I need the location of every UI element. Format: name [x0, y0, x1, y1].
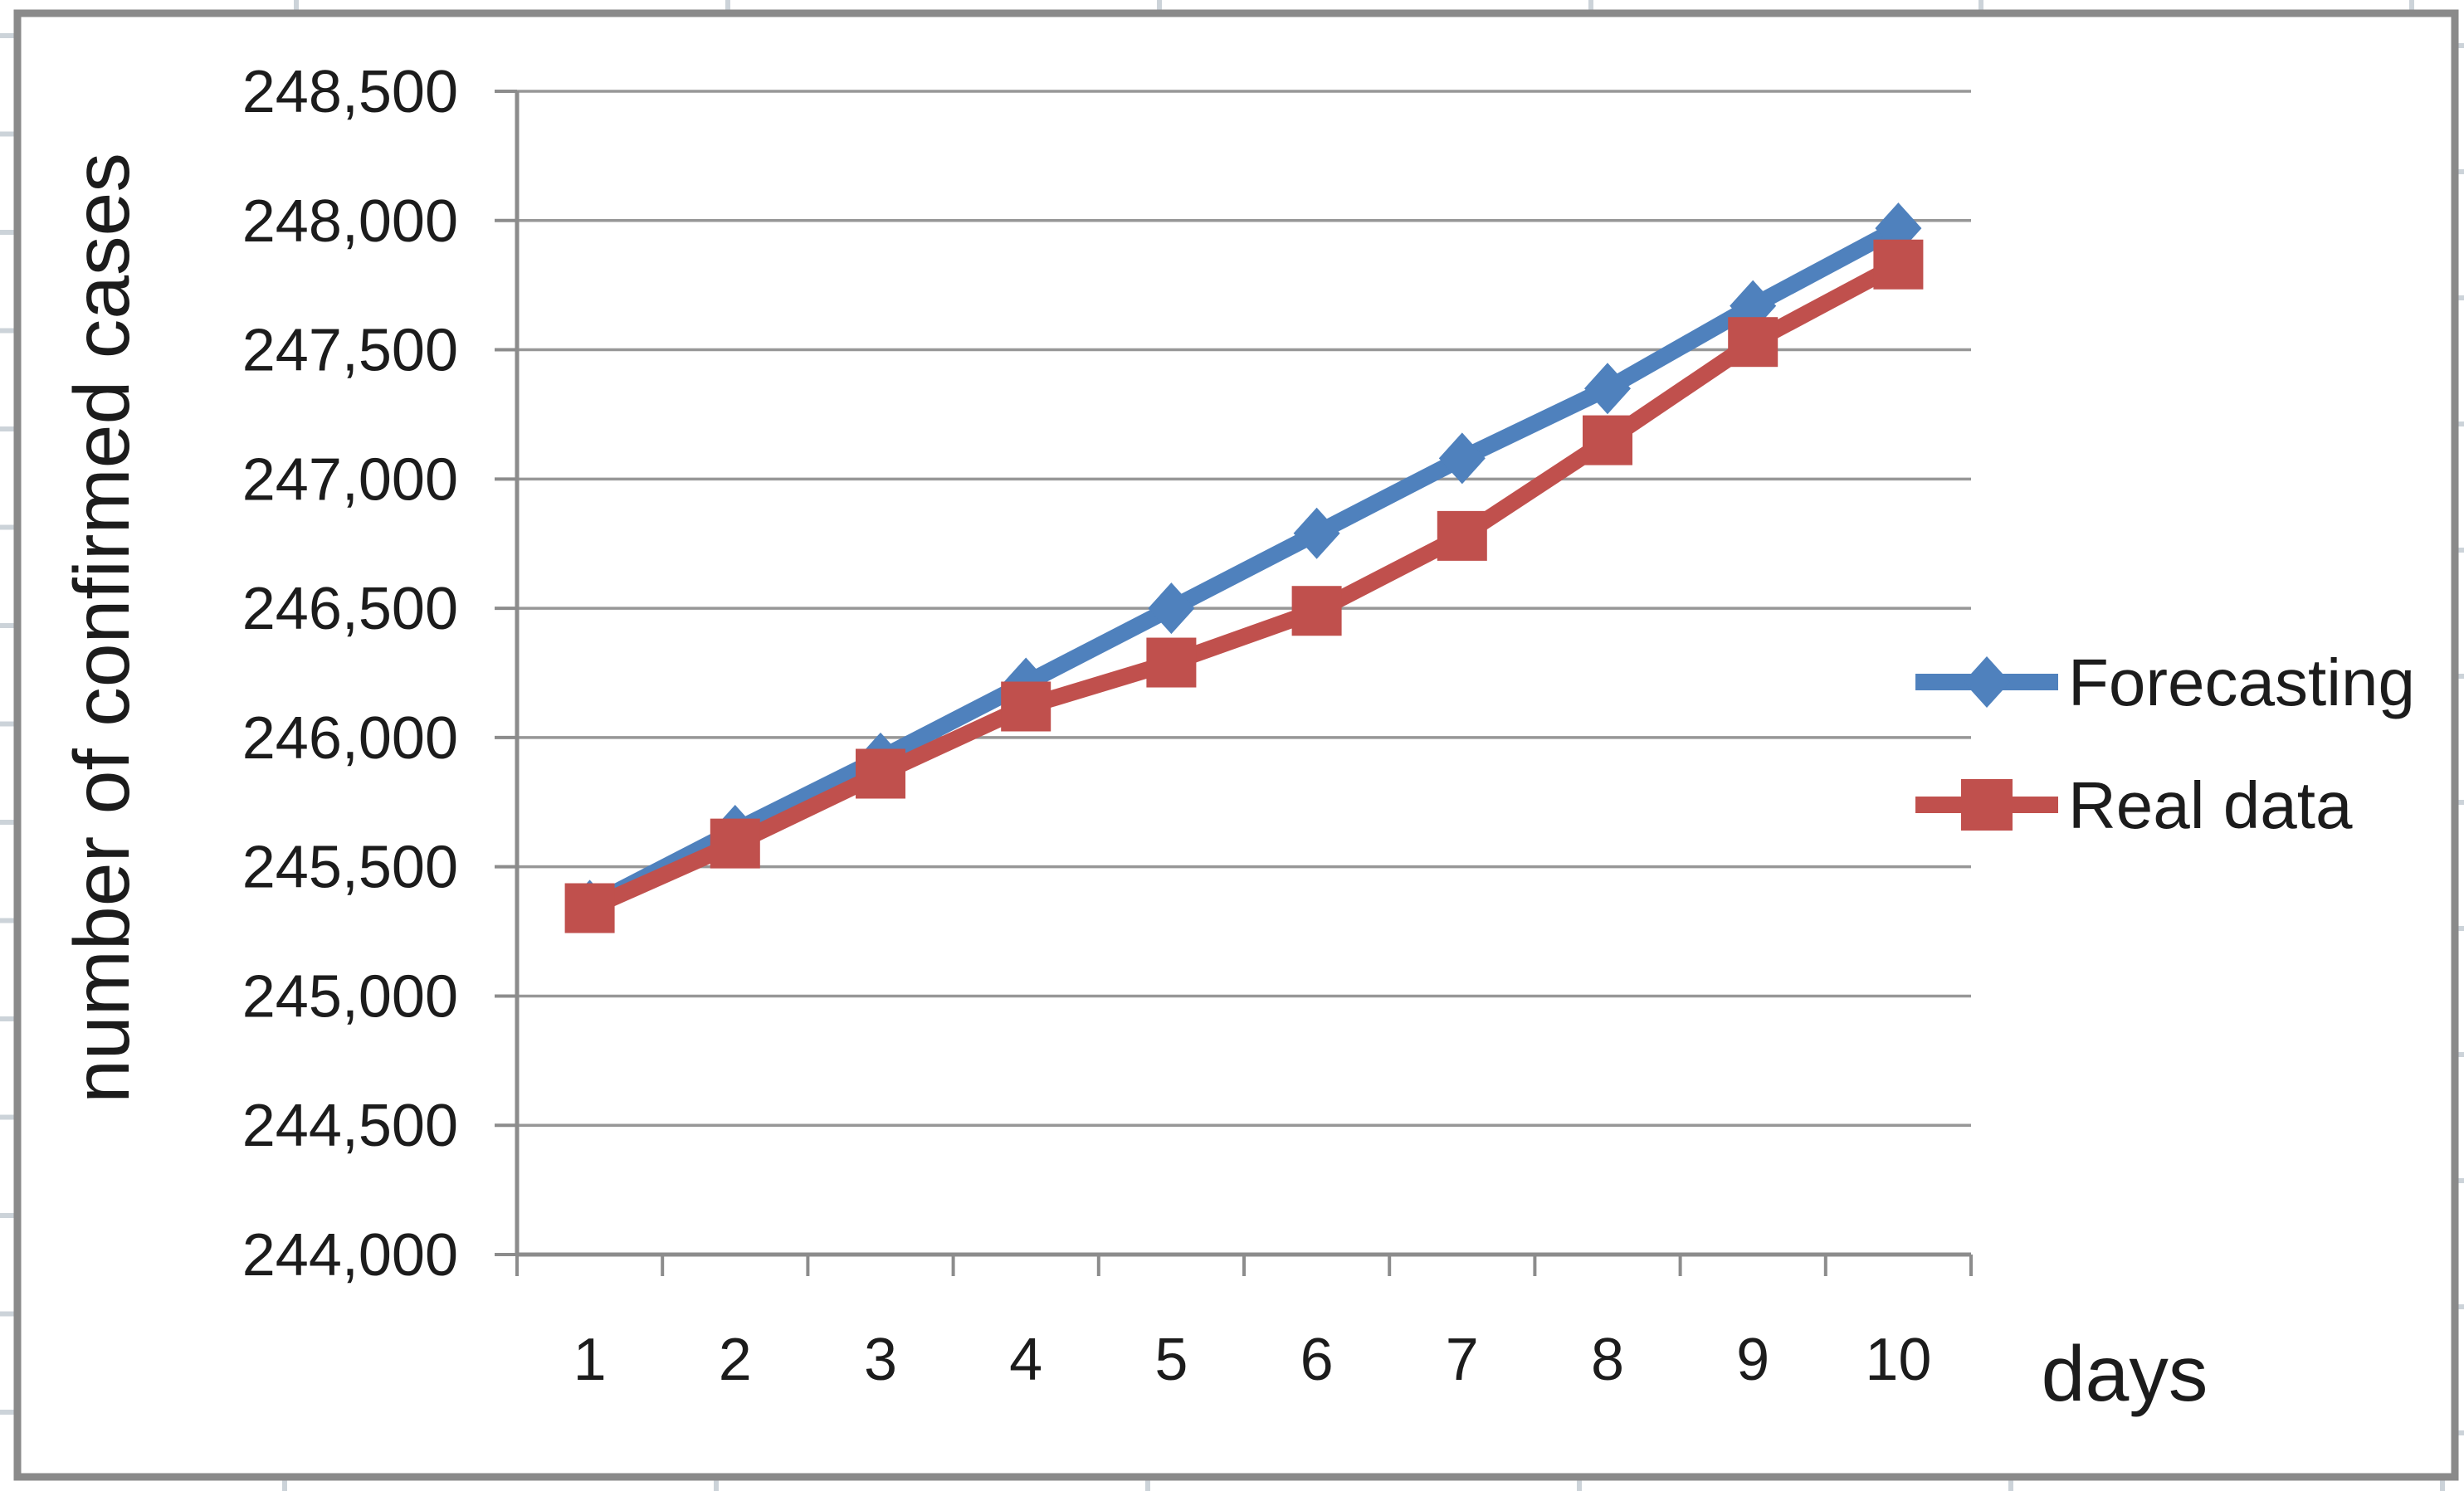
y-tick-label: 246,000 [242, 705, 458, 772]
x-tick-labels: 1 2 3 4 5 6 7 8 9 10 [573, 1327, 1932, 1393]
series-real-data [564, 239, 1924, 933]
x-tick-label: 5 [1154, 1327, 1188, 1393]
legend-item-real-data: Real data [1915, 768, 2353, 842]
series-line [586, 256, 1903, 916]
gridlines [517, 90, 1971, 1127]
data-point-marker-square [1728, 317, 1778, 368]
data-point-marker-square [710, 818, 760, 869]
legend-square-icon [1961, 779, 2013, 831]
y-axis-title: number of confirmed cases [58, 153, 146, 1104]
x-tick-label: 10 [1865, 1327, 1931, 1393]
data-point-marker-square [1291, 586, 1342, 636]
x-tick-label: 1 [573, 1327, 607, 1393]
legend: Forecasting Real data [1915, 646, 2415, 842]
data-point-marker-square [1001, 681, 1051, 732]
x-tick-label: 2 [719, 1327, 752, 1393]
y-tick-label: 247,000 [242, 446, 458, 513]
y-tick-label: 245,000 [242, 963, 458, 1030]
x-tick-label: 8 [1591, 1327, 1624, 1393]
chart-border [13, 9, 2459, 1481]
data-point-marker-diamond [1584, 363, 1631, 415]
x-tick-label: 9 [1736, 1327, 1769, 1393]
legend-item-forecasting: Forecasting [1915, 646, 2415, 719]
series-layer [564, 202, 1924, 933]
legend-label-real-data: Real data [2068, 768, 2353, 842]
y-tick-label: 244,000 [242, 1222, 458, 1289]
data-point-marker-square [1146, 637, 1197, 688]
legend-diamond-icon [1964, 656, 2010, 708]
x-tick-label: 6 [1300, 1327, 1334, 1393]
y-tick-label: 246,500 [242, 576, 458, 642]
y-tick-labels: 244,000 244,500 245,000 245,500 246,000 246,5… [242, 59, 458, 1289]
axis-ticks [495, 90, 1973, 1276]
legend-label-forecasting: Forecasting [2068, 646, 2415, 719]
x-tick-label: 7 [1446, 1327, 1479, 1393]
data-point-marker-square [1583, 415, 1632, 465]
x-axis-title: days [2042, 1330, 2208, 1418]
data-point-marker-diamond [1293, 507, 1340, 559]
data-point-marker-square [564, 883, 615, 933]
y-tick-label: 245,500 [242, 835, 458, 901]
series-line [586, 221, 1903, 914]
data-point-marker-square [1437, 510, 1487, 561]
y-tick-label: 248,500 [242, 59, 458, 125]
x-tick-label: 4 [1009, 1327, 1042, 1393]
data-point-marker-diamond [1438, 432, 1486, 485]
y-tick-label: 244,500 [242, 1093, 458, 1159]
data-point-marker-square [856, 748, 905, 799]
y-tick-label: 247,500 [242, 318, 458, 384]
y-tick-label: 248,000 [242, 188, 458, 255]
data-point-marker-diamond [1148, 582, 1195, 635]
x-tick-label: 3 [864, 1327, 897, 1393]
data-point-marker-square [1873, 239, 1924, 290]
